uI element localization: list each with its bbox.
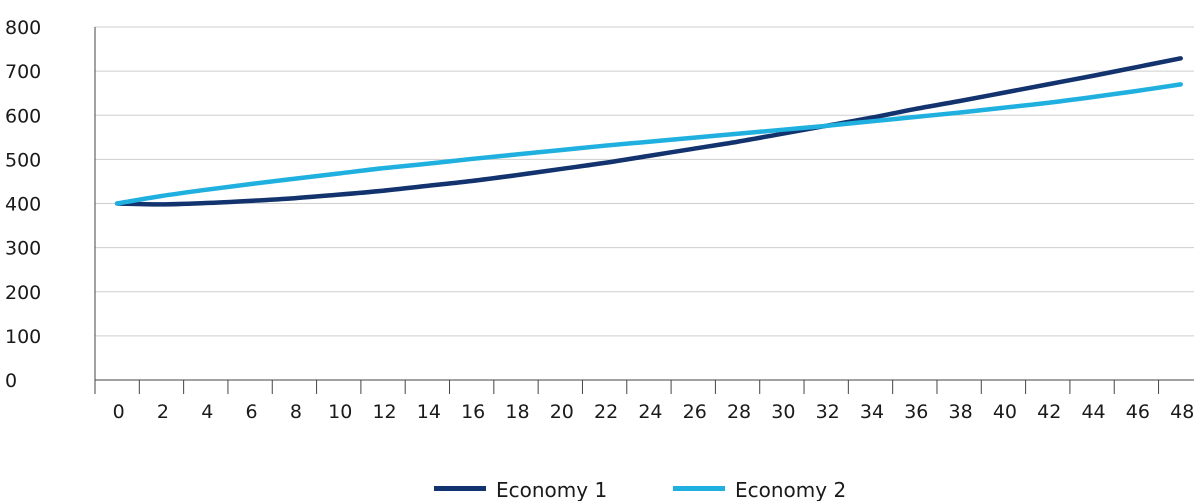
grid-lines — [95, 26, 1194, 337]
x-tick-label: 36 — [904, 401, 928, 423]
x-tick-label: 44 — [1081, 401, 1105, 423]
y-axis-tick-labels: 0 100 200 300 400 500 600 700 800 — [5, 17, 41, 392]
x-tick-label: 10 — [328, 401, 352, 423]
x-tick-label: 22 — [594, 401, 618, 423]
axes — [94, 27, 1194, 381]
x-tick-label: 34 — [860, 401, 884, 423]
series-line-economy-1 — [114, 56, 1183, 207]
legend-label-economy-2: Economy 2 — [735, 478, 846, 501]
legend-swatch-economy-1 — [434, 486, 486, 491]
x-tick-label: 32 — [816, 401, 840, 423]
series-line-economy-2 — [114, 82, 1183, 206]
y-tick-label: 700 — [5, 61, 41, 83]
legend-swatch-economy-2 — [673, 486, 725, 491]
x-axis-ticks: 0 2 4 6 8 10 12 14 16 18 20 22 24 26 28 30 32 34 36 38 40 42 4… — [94, 380, 1194, 423]
x-tick-label: 40 — [993, 401, 1017, 423]
y-tick-label: 400 — [5, 194, 41, 216]
x-tick-label: 8 — [290, 401, 302, 423]
y-tick-label: 200 — [5, 282, 41, 304]
y-tick-label: 500 — [5, 149, 41, 171]
y-tick-label: 0 — [5, 370, 17, 392]
x-tick-label: 18 — [505, 401, 529, 423]
y-tick-label: 300 — [5, 238, 41, 260]
x-tick-label: 14 — [417, 401, 441, 423]
y-tick-label: 100 — [5, 326, 41, 348]
x-tick-label: 2 — [157, 401, 169, 423]
series-lines — [114, 56, 1183, 207]
x-tick-label: 4 — [201, 401, 213, 423]
x-tick-label: 6 — [246, 401, 258, 423]
x-tick-label: 42 — [1037, 401, 1061, 423]
x-tick-label: 0 — [113, 401, 125, 423]
x-tick-label: 38 — [949, 401, 973, 423]
x-tick-label: 28 — [727, 401, 751, 423]
legend-label-economy-1: Economy 1 — [496, 478, 607, 501]
y-tick-label: 600 — [5, 105, 41, 127]
y-tick-label: 800 — [5, 17, 41, 39]
x-tick-label: 12 — [372, 401, 396, 423]
x-tick-label: 16 — [461, 401, 485, 423]
x-tick-label: 48 — [1170, 401, 1194, 423]
x-tick-label: 46 — [1126, 401, 1150, 423]
x-tick-label: 24 — [638, 401, 662, 423]
x-tick-label: 26 — [683, 401, 707, 423]
legend: Economy 1 Economy 2 — [434, 478, 846, 501]
x-tick-label: 20 — [550, 401, 574, 423]
x-tick-label: 30 — [771, 401, 795, 423]
